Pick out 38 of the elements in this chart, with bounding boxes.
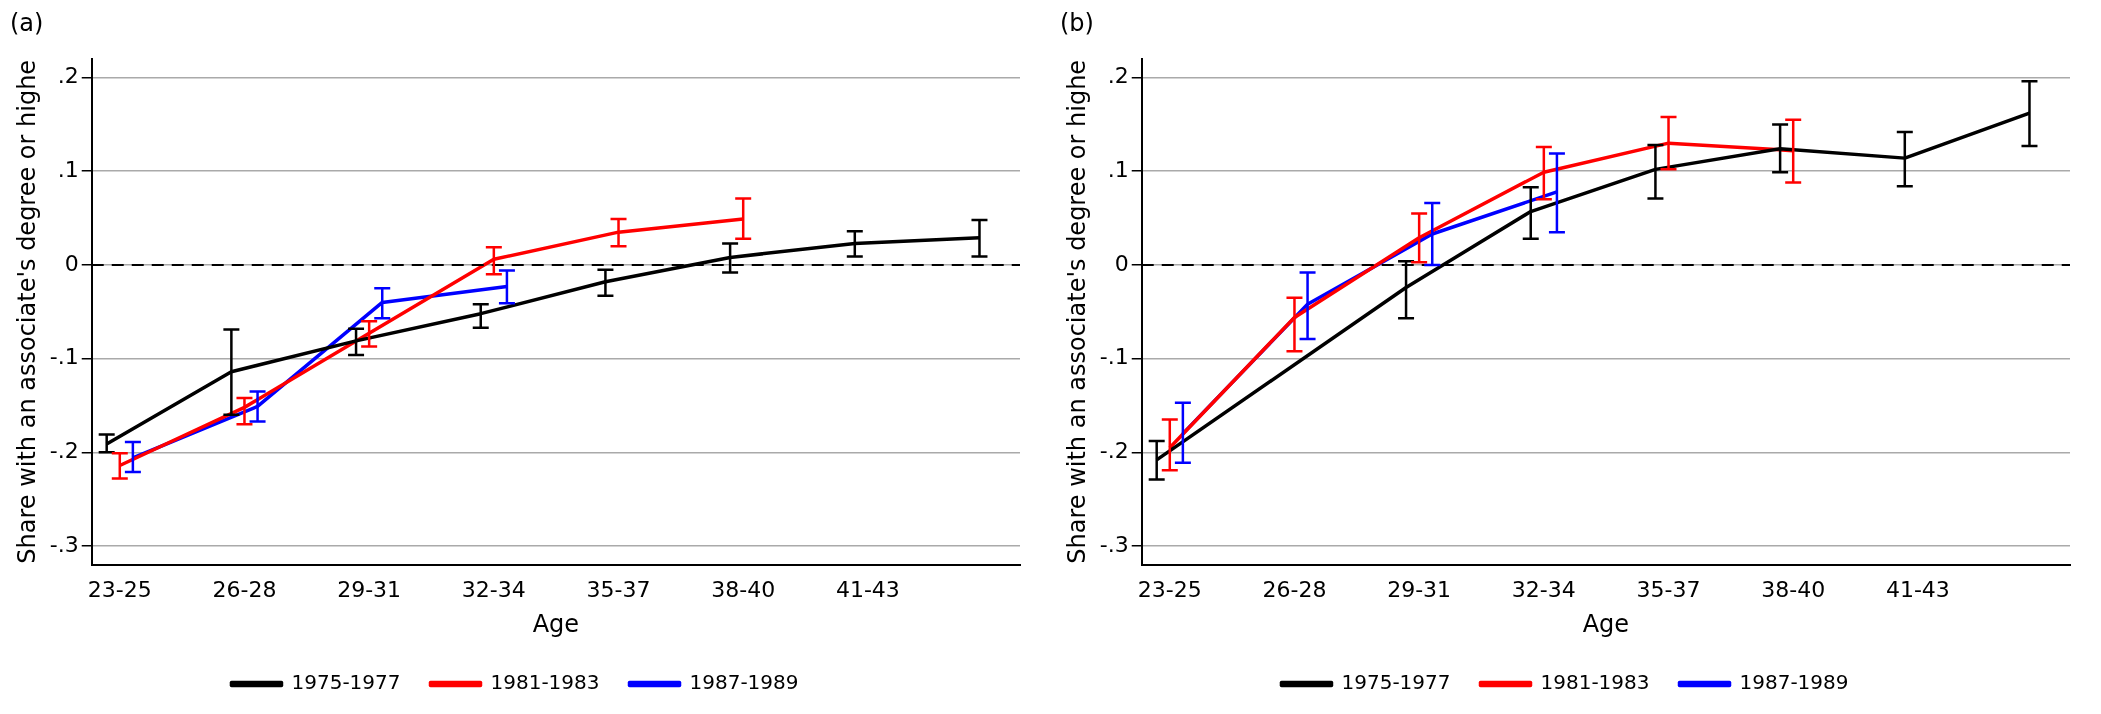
- x-tick-label: 23-25: [1137, 576, 1202, 602]
- y-tick-label: -.2: [49, 438, 79, 464]
- y-tick-label: -.2: [1099, 438, 1129, 464]
- x-tick-label: 32-34: [461, 576, 526, 602]
- y-tick-label: -.1: [49, 344, 79, 370]
- y-tick-label: .1: [57, 156, 79, 182]
- x-tick-label: 26-28: [212, 576, 277, 602]
- y-tick-label: 0: [1114, 250, 1129, 276]
- legend-label: 1975-1977: [1341, 670, 1451, 695]
- y-tick-label: -.3: [1099, 531, 1129, 557]
- x-tick-label: 35-37: [1636, 576, 1701, 602]
- x-axis-title: Age: [1582, 609, 1630, 638]
- legend-label: 1981-1983: [1540, 670, 1650, 695]
- y-axis-title: Share with an associate's degree or highe: [12, 59, 41, 564]
- x-tick-label: 26-28: [1262, 576, 1327, 602]
- legend-label: 1987-1989: [689, 670, 799, 695]
- y-tick-label: -.1: [1099, 344, 1129, 370]
- x-tick-label: 29-31: [1387, 576, 1452, 602]
- legend-label: 1975-1977: [291, 670, 401, 695]
- chart-title: (a): [10, 8, 44, 37]
- legend-label: 1987-1989: [1739, 670, 1849, 695]
- y-tick-label: -.3: [49, 531, 79, 557]
- x-axis-title: Age: [532, 609, 580, 638]
- y-axis-title: Share with an associate's degree or highe: [1062, 59, 1091, 564]
- y-tick-label: .2: [1107, 63, 1129, 89]
- x-tick-label: 32-34: [1511, 576, 1576, 602]
- x-tick-label: 29-31: [337, 576, 402, 602]
- legend-label: 1981-1983: [490, 670, 600, 695]
- y-tick-label: .1: [1107, 156, 1129, 182]
- x-tick-label: 38-40: [711, 576, 776, 602]
- x-tick-label: 35-37: [586, 576, 651, 602]
- chart-title: (b): [1060, 8, 1094, 37]
- x-tick-label: 41-43: [835, 576, 900, 602]
- x-tick-label: 41-43: [1885, 576, 1950, 602]
- y-tick-label: .2: [57, 63, 79, 89]
- y-tick-label: 0: [64, 250, 79, 276]
- x-tick-label: 23-25: [87, 576, 152, 602]
- x-tick-label: 38-40: [1761, 576, 1826, 602]
